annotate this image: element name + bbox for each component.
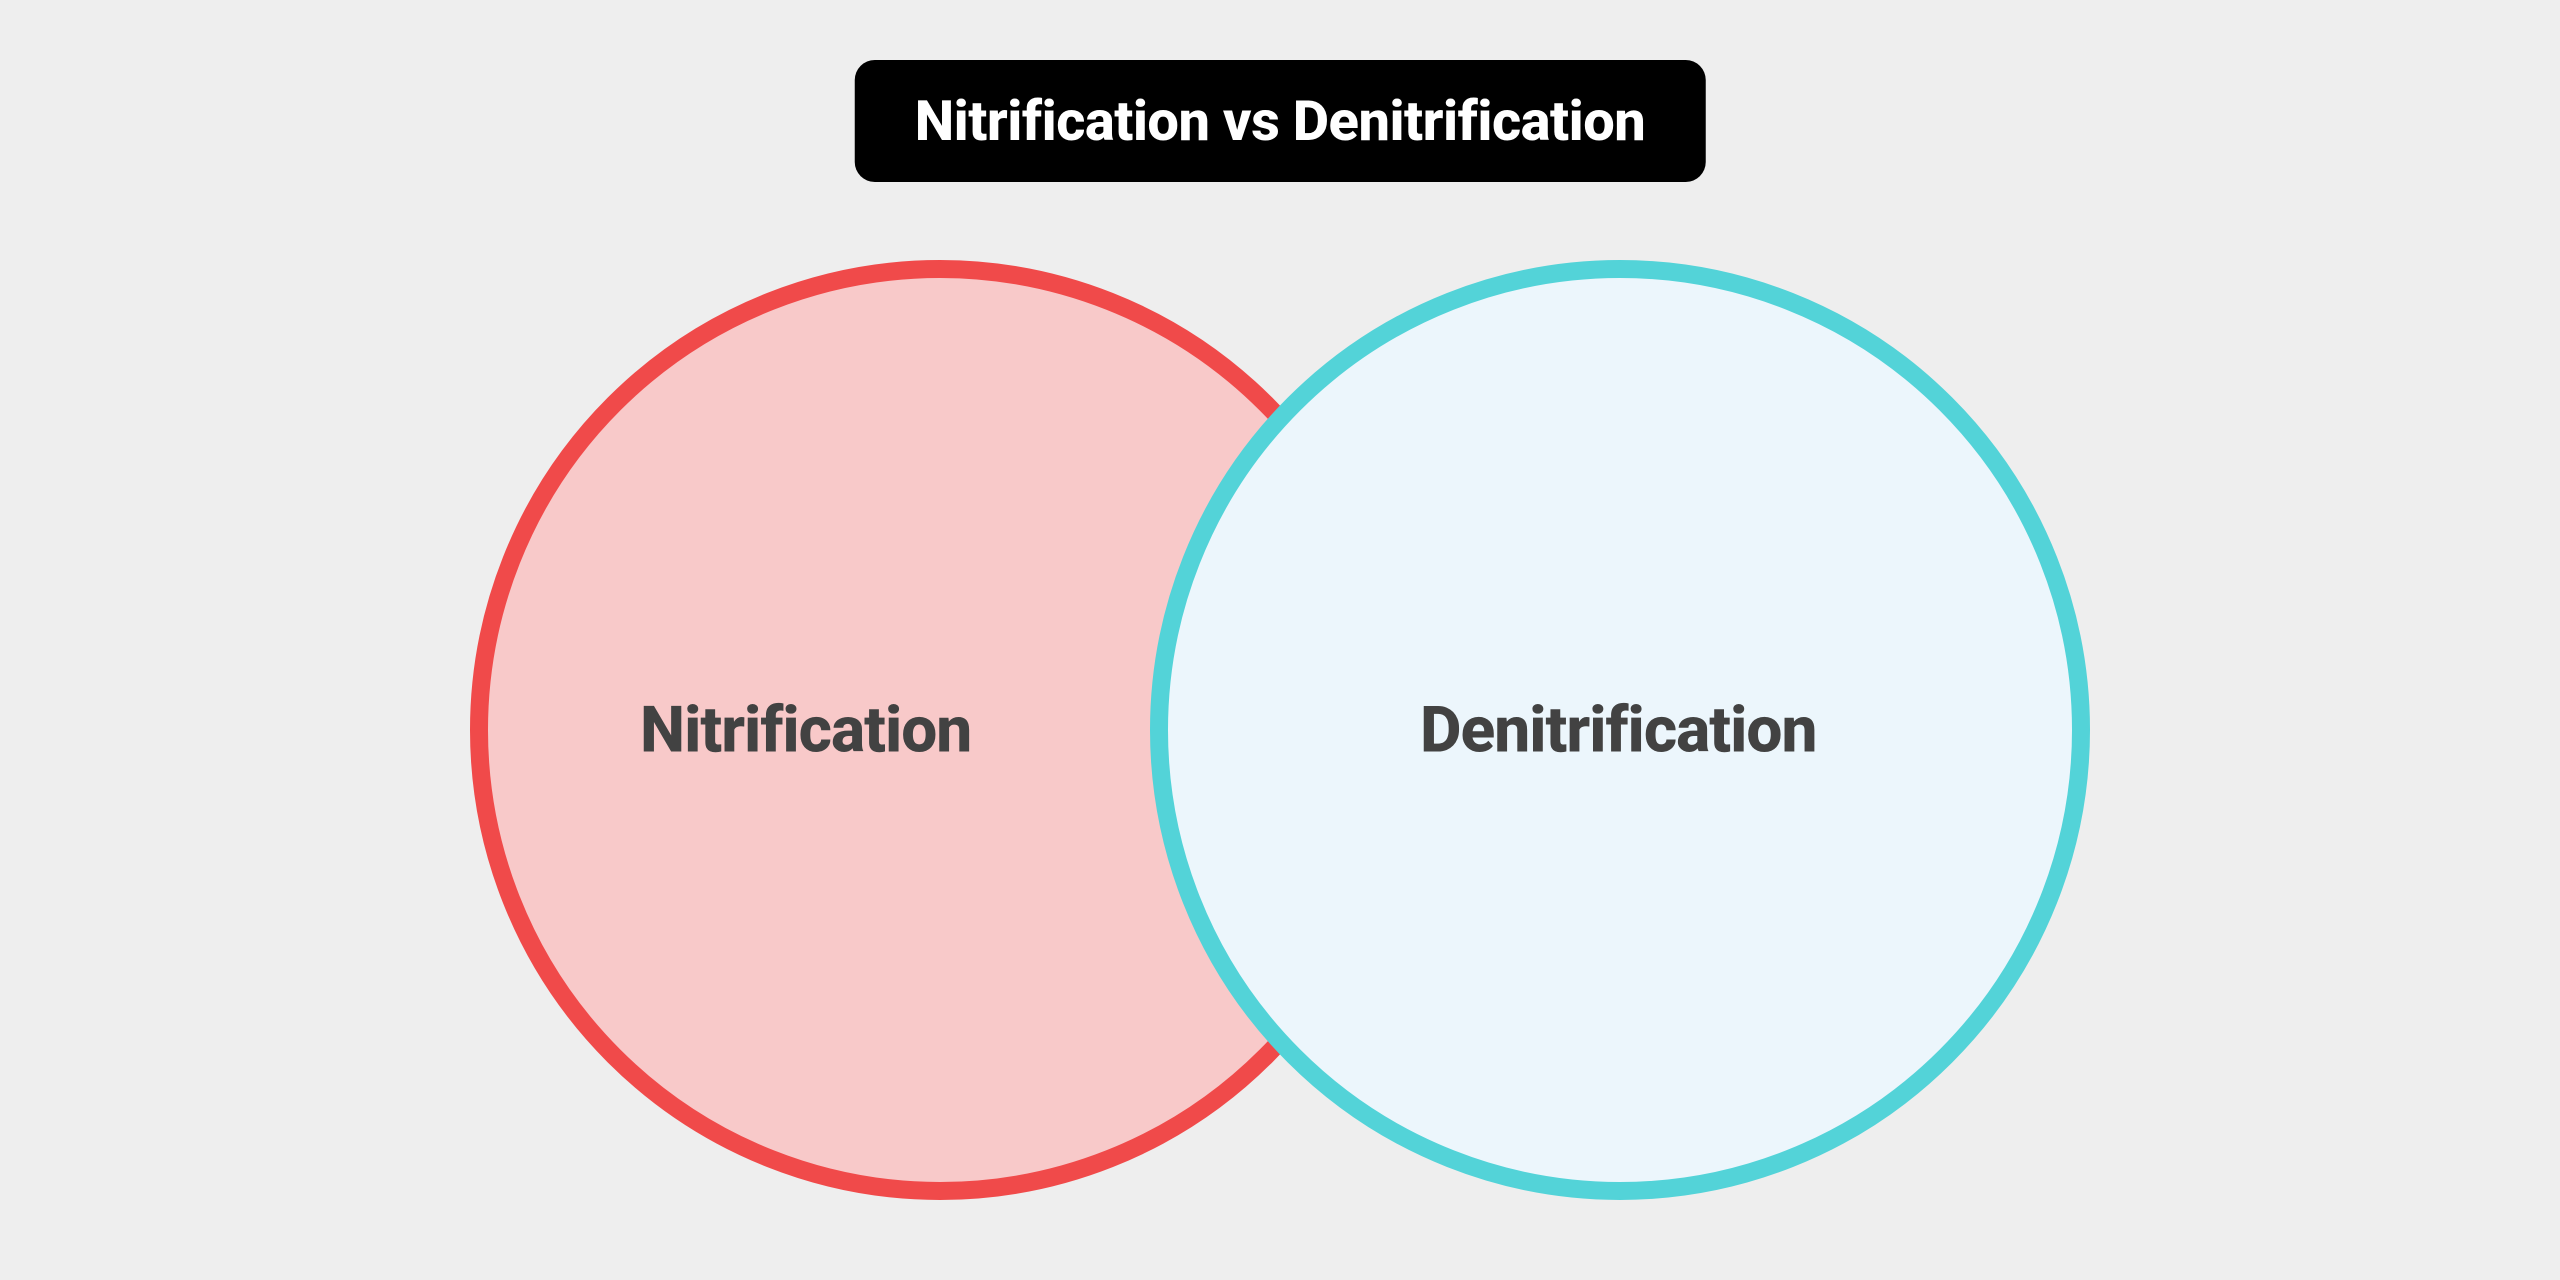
title-box: Nitrification vs Denitrification: [855, 60, 1706, 182]
venn-diagram: Nitrification Denitrification: [470, 260, 2090, 1200]
title-text: Nitrification vs Denitrification: [915, 88, 1646, 154]
venn-label-left: Nitrification: [640, 693, 971, 768]
venn-label-right: Denitrification: [1420, 693, 1816, 768]
